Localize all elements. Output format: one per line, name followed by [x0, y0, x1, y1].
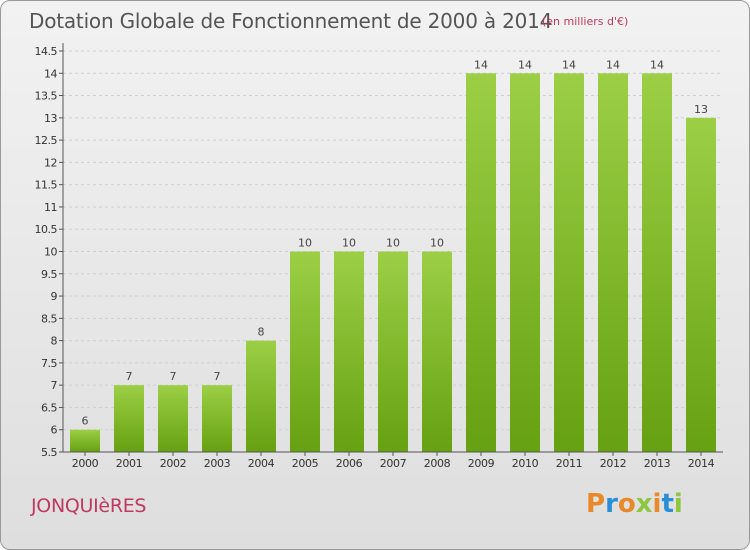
bar: [202, 385, 232, 452]
bar: [686, 117, 716, 452]
chart-title: Dotation Globale de Fonctionnement de 20…: [29, 9, 553, 33]
bar-value-label: 10: [386, 237, 400, 250]
bar-value-label: 13: [694, 103, 708, 116]
y-tick-label: 13: [44, 112, 57, 125]
x-tick-label: 2013: [644, 457, 671, 470]
bar: [598, 73, 628, 453]
bar: [290, 251, 320, 452]
bar: [554, 73, 584, 453]
commune-name: JONQUIèRES: [31, 495, 147, 517]
x-tick-label: 2000: [72, 457, 99, 470]
y-tick-label: 7.5: [41, 357, 57, 370]
bar: [334, 251, 364, 452]
y-tick-label: 6: [51, 424, 58, 437]
y-tick-label: 12.5: [35, 134, 58, 147]
bar-value-label: 7: [126, 370, 133, 383]
y-tick-label: 10: [44, 246, 57, 259]
y-tick-label: 11.5: [35, 179, 58, 192]
y-tick-label: 13.5: [35, 90, 58, 103]
y-tick-label: 10.5: [35, 223, 58, 236]
bar: [642, 73, 672, 453]
bar-value-label: 6: [82, 415, 89, 428]
logo-letter: i: [673, 489, 683, 519]
proxiti-logo: Proxiti: [586, 489, 683, 519]
x-tick-label: 2010: [512, 457, 539, 470]
y-tick-label: 14.5: [35, 45, 58, 58]
x-tick-label: 2014: [688, 457, 715, 470]
x-tick-label: 2004: [248, 457, 275, 470]
y-tick-label: 11: [44, 201, 57, 214]
x-tick-label: 2002: [160, 457, 186, 470]
bar-value-label: 14: [474, 58, 488, 71]
bar: [158, 385, 188, 452]
bar-chart: 6 7 7 7 8 10 10 10 10 14 14 14 14 14 13 5.5 6 6.5 7 7.5 8 8.…: [35, 43, 723, 470]
bar-value-label: 7: [214, 370, 221, 383]
bar-value-label: 8: [258, 326, 265, 339]
logo-letter: i: [652, 489, 662, 519]
y-tick-label: 5.5: [41, 446, 57, 459]
x-tick-label: 2008: [424, 457, 451, 470]
x-tick-label: 2007: [380, 457, 407, 470]
bar: [466, 73, 496, 453]
logo-letter: x: [635, 489, 653, 519]
x-tick-label: 2003: [204, 457, 231, 470]
x-tick-label: 2009: [468, 457, 495, 470]
bar: [422, 251, 452, 452]
y-tick-label: 8.5: [41, 312, 57, 325]
bar-value-label: 14: [518, 58, 532, 71]
bar: [510, 73, 540, 453]
x-tick-label: 2006: [336, 457, 363, 470]
bar-value-label: 10: [342, 237, 356, 250]
y-tick-label: 7: [51, 379, 58, 392]
bar-value-label: 7: [170, 370, 177, 383]
y-tick-label: 9: [51, 290, 58, 303]
bar-value-label: 14: [606, 58, 620, 71]
y-tick-label: 12: [44, 156, 57, 169]
y-tick-label: 9.5: [41, 268, 57, 281]
bar-value-label: 10: [298, 237, 312, 250]
y-tick-label: 14: [44, 67, 57, 80]
bar-value-label: 14: [650, 58, 664, 71]
bar: [114, 385, 144, 452]
logo-letter: P: [586, 489, 606, 519]
bar-value-label: 10: [430, 237, 444, 250]
bar: [70, 429, 100, 452]
logo-letter: r: [605, 489, 618, 519]
logo-letter: o: [617, 489, 636, 519]
x-tick-label: 2005: [292, 457, 319, 470]
x-tick-label: 2001: [116, 457, 142, 470]
logo-letter: t: [661, 489, 674, 519]
y-tick-label: 8: [51, 335, 58, 348]
y-tick-label: 6.5: [41, 401, 57, 414]
x-tick-label: 2011: [556, 457, 582, 470]
bar: [246, 340, 276, 452]
bar: [378, 251, 408, 452]
bar-value-label: 14: [562, 58, 576, 71]
x-tick-label: 2012: [600, 457, 626, 470]
chart-unit: (en milliers d'€): [542, 15, 629, 28]
